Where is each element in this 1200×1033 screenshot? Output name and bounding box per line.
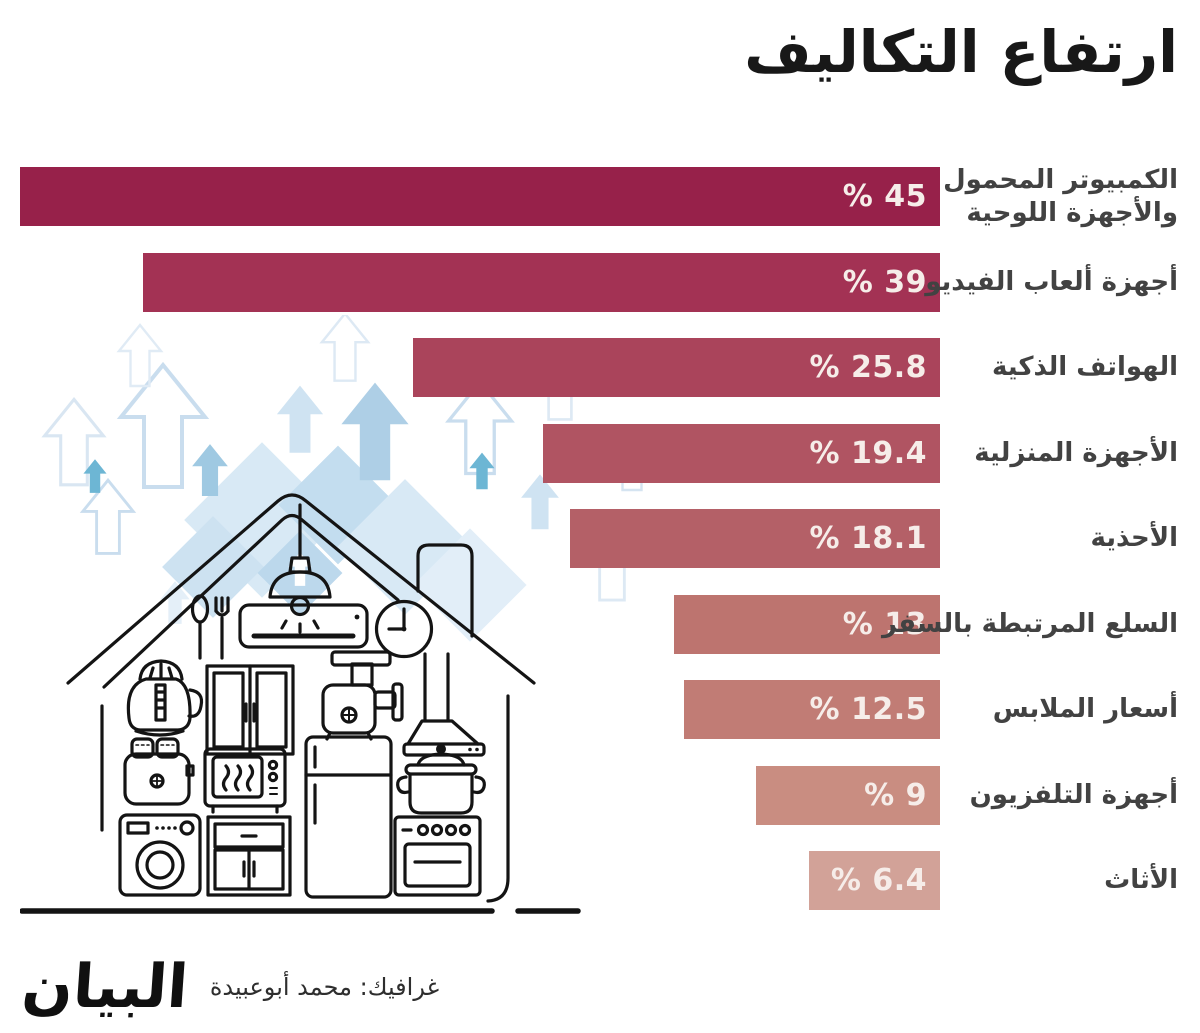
bar-value-label: % 6.4 bbox=[830, 863, 927, 898]
fork-icon bbox=[214, 596, 230, 660]
bar-value-label: % 9 bbox=[864, 777, 927, 813]
chart-bar: % 6.4 bbox=[809, 851, 940, 910]
refrigerator-icon bbox=[304, 735, 393, 899]
chart-bar: % 12.5 bbox=[684, 680, 940, 739]
microwave-icon bbox=[203, 747, 287, 814]
bar-value-label: % 45 bbox=[842, 179, 927, 214]
house-chimney bbox=[416, 543, 474, 638]
bar-category-label: أجهزة التلفزيون bbox=[969, 779, 1178, 810]
chart-bar: % 18.1 bbox=[570, 509, 940, 568]
bar-value-label: % 19.4 bbox=[809, 435, 927, 471]
drawer-cabinet-icon bbox=[206, 815, 292, 897]
house-roof bbox=[66, 493, 536, 689]
bar-category-label: أجهزة ألعاب الفيديو bbox=[925, 266, 1178, 297]
juicer-icon bbox=[126, 659, 204, 737]
cooking-pot-icon bbox=[396, 744, 486, 815]
air-conditioner-icon bbox=[238, 603, 369, 649]
oven-icon bbox=[393, 815, 482, 897]
chart-bar: % 9 bbox=[756, 765, 940, 825]
bar-value-label: % 25.8 bbox=[809, 350, 927, 385]
house-appliances-illustration bbox=[20, 493, 581, 914]
toaster-icon bbox=[123, 737, 195, 806]
bar-value-label: % 39 bbox=[842, 264, 927, 300]
chart-bar: % 39 bbox=[143, 252, 940, 312]
washing-machine-icon bbox=[118, 813, 202, 897]
bar-category-label: الأثاث bbox=[1104, 865, 1178, 896]
credit-text: غرافيك: محمد أبوعبيدة bbox=[209, 973, 440, 1001]
bar-category-label: الأحذية bbox=[1090, 523, 1178, 554]
bar-value-label: % 18.1 bbox=[809, 521, 927, 556]
bar-category-label: الكمبيوتر المحمول والأجهزة اللوحية bbox=[943, 165, 1178, 228]
chart-bar: % 45 bbox=[20, 167, 940, 226]
bar-category-label: السلع المرتبطة بالسفر bbox=[882, 608, 1178, 639]
bar-category-label: الهواتف الذكية bbox=[991, 352, 1178, 383]
chart-bar: % 25.8 bbox=[413, 338, 940, 397]
bar-category-label: الأجهزة المنزلية bbox=[974, 437, 1178, 468]
chart-bar: % 13 bbox=[674, 594, 940, 654]
spoon-icon bbox=[190, 594, 210, 660]
cupboard-icon bbox=[205, 664, 295, 756]
bar-value-label: % 13 bbox=[842, 606, 927, 642]
footer: البيان غرافيك: محمد أبوعبيدة bbox=[19, 944, 440, 1030]
house-wall-right bbox=[486, 694, 510, 903]
chart-bar: % 19.4 bbox=[543, 423, 940, 483]
wall-clock-icon bbox=[374, 599, 434, 659]
albayan-logo: البيان bbox=[19, 952, 191, 1022]
bar-category-label: أسعار الملابس bbox=[992, 694, 1178, 725]
page-title: ارتفاع التكاليف bbox=[744, 18, 1178, 86]
bar-value-label: % 12.5 bbox=[809, 692, 927, 727]
